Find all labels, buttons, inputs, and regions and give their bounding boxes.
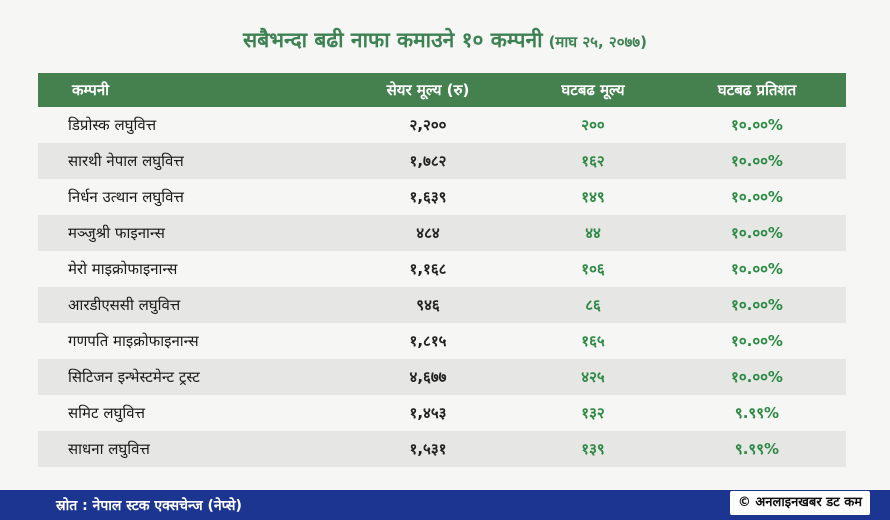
source-note: स्रोत : नेपाल स्टक एक्सचेन्ज (नेप्से) bbox=[56, 498, 242, 514]
table-row: गणपति माइक्रोफाइनान्स १,८१५ १६५ १०.००% bbox=[38, 323, 846, 359]
company-cell: डिप्रोस्क लघुवित्त bbox=[68, 116, 157, 134]
share-price-cell: १,७८२ bbox=[409, 152, 447, 170]
company-cell: मेरो माइक्रोफाइनान्स bbox=[68, 260, 178, 278]
company-cell: गणपति माइक्रोफाइनान्स bbox=[68, 332, 199, 350]
company-cell: मञ्जुश्री फाइनान्स bbox=[68, 224, 165, 242]
change-value-cell: १४९ bbox=[581, 188, 605, 206]
table-row: मेरो माइक्रोफाइनान्स १,१६८ १०६ १०.००% bbox=[38, 251, 846, 287]
table-row: सारथी नेपाल लघुवित्त १,७८२ १६२ १०.००% bbox=[38, 143, 846, 179]
share-price-cell: ४८४ bbox=[416, 224, 440, 242]
change-percent-cell: १०.००% bbox=[731, 116, 783, 134]
table-row: डिप्रोस्क लघुवित्त २,२०० २०० १०.००% bbox=[38, 107, 846, 143]
change-value-cell: १३२ bbox=[581, 404, 605, 422]
change-percent-cell: १०.००% bbox=[731, 188, 783, 206]
title-main: सबैभन्दा बढी नाफा कमाउने १० कम्पनी bbox=[243, 28, 543, 52]
share-price-cell: ९४६ bbox=[416, 296, 440, 314]
table-row: सिटिजन इन्भेस्टमेन्ट ट्रस्ट ४,६७७ ४२५ १०.००… bbox=[38, 359, 846, 395]
table-row: आरडीएससी लघुवित्त ९४६ ८६ १०.००% bbox=[38, 287, 846, 323]
change-percent-cell: १०.००% bbox=[731, 332, 783, 350]
share-price-cell: १,६३९ bbox=[409, 188, 447, 206]
change-value-cell: १६२ bbox=[581, 152, 605, 170]
table-body: डिप्रोस्क लघुवित्त २,२०० २०० १०.००% सारथी ने… bbox=[38, 107, 846, 467]
change-value-cell: २०० bbox=[581, 116, 605, 134]
header-company: कम्पनी bbox=[72, 81, 110, 99]
share-price-cell: १,८१५ bbox=[409, 332, 447, 350]
company-cell: साधना लघुवित्त bbox=[68, 440, 150, 458]
change-value-cell: १३९ bbox=[581, 440, 605, 458]
change-value-cell: १६५ bbox=[581, 332, 605, 350]
footer-bar: स्रोत : नेपाल स्टक एक्सचेन्ज (नेप्से) © … bbox=[0, 490, 890, 520]
company-cell: निर्धन उत्थान लघुवित्त bbox=[68, 188, 184, 206]
change-percent-cell: १०.००% bbox=[731, 224, 783, 242]
company-cell: आरडीएससी लघुवित्त bbox=[68, 296, 181, 314]
profit-table: कम्पनी सेयर मूल्य (रु) घटबढ मूल्य घटबढ प… bbox=[38, 73, 846, 467]
credit-badge: © अनलाइनखबर डट कम bbox=[729, 491, 870, 515]
table-row: साधना लघुवित्त १,५३१ १३९ ९.९९% bbox=[38, 431, 846, 467]
table-header: कम्पनी सेयर मूल्य (रु) घटबढ मूल्य घटबढ प… bbox=[38, 73, 846, 107]
change-value-cell: १०६ bbox=[581, 260, 605, 278]
change-percent-cell: ९.९९% bbox=[734, 440, 780, 458]
change-percent-cell: १०.००% bbox=[731, 152, 783, 170]
change-value-cell: ४२५ bbox=[581, 368, 605, 386]
table-row: समिट लघुवित्त १,४५३ १३२ ९.९९% bbox=[38, 395, 846, 431]
change-percent-cell: १०.००% bbox=[731, 368, 783, 386]
table-row: मञ्जुश्री फाइनान्स ४८४ ४४ १०.००% bbox=[38, 215, 846, 251]
change-value-cell: ४४ bbox=[585, 224, 601, 242]
change-value-cell: ८६ bbox=[585, 296, 601, 314]
share-price-cell: १,५३१ bbox=[409, 440, 447, 458]
share-price-cell: १,४५३ bbox=[409, 404, 447, 422]
share-price-cell: १,१६८ bbox=[409, 260, 447, 278]
share-price-cell: ४,६७७ bbox=[409, 368, 447, 386]
company-cell: सारथी नेपाल लघुवित्त bbox=[68, 152, 184, 170]
change-percent-cell: ९.९९% bbox=[734, 404, 780, 422]
company-cell: समिट लघुवित्त bbox=[68, 404, 145, 422]
change-percent-cell: १०.००% bbox=[731, 260, 783, 278]
header-change-percent: घटबढ प्रतिशत bbox=[717, 81, 797, 99]
title-date: (माघ २५, २०७७) bbox=[548, 33, 647, 51]
header-share-price: सेयर मूल्य (रु) bbox=[386, 81, 470, 99]
header-change-value: घटबढ मूल्य bbox=[561, 81, 625, 99]
company-cell: सिटिजन इन्भेस्टमेन्ट ट्रस्ट bbox=[68, 368, 200, 386]
share-price-cell: २,२०० bbox=[409, 116, 447, 134]
chart-title: सबैभन्दा बढी नाफा कमाउने १० कम्पनी (माघ २… bbox=[0, 26, 890, 54]
table-row: निर्धन उत्थान लघुवित्त १,६३९ १४९ १०.००% bbox=[38, 179, 846, 215]
change-percent-cell: १०.००% bbox=[731, 296, 783, 314]
